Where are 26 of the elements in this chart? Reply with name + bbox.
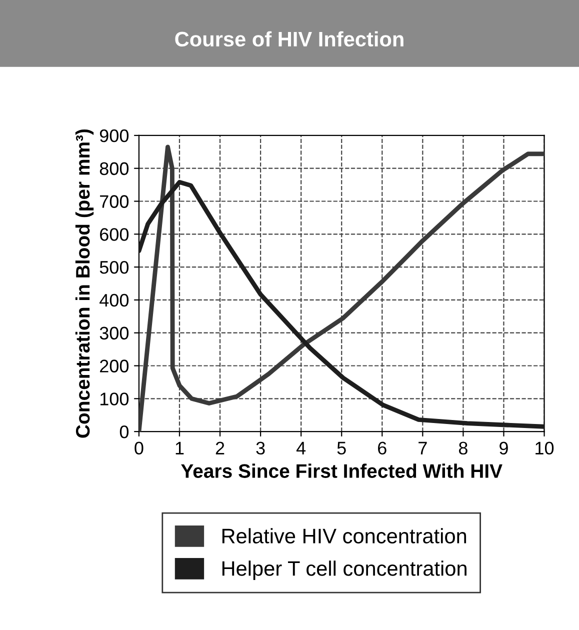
y-tick-label: 600: [100, 228, 129, 241]
y-axis-title: Concentration in Blood (per mm³): [75, 129, 94, 438]
x-tick-label: 3: [256, 442, 265, 455]
x-tick-label: 9: [500, 442, 508, 455]
x-tick-label: 5: [337, 442, 346, 455]
y-tick-label: 0: [120, 425, 129, 438]
legend-label: Relative HIV concentration: [222, 528, 466, 544]
x-tick-label: 4: [296, 442, 306, 454]
y-tick-label: 200: [100, 360, 129, 372]
x-tick-label: 1: [176, 442, 184, 454]
x-tick-label: 6: [378, 442, 386, 455]
y-tick-label: 300: [100, 326, 129, 340]
y-tick-label: 400: [100, 294, 129, 307]
y-tick-label: 500: [100, 260, 129, 274]
legend-label: Helper T cell concentration: [222, 560, 466, 580]
x-tick-label: 10: [536, 442, 554, 455]
x-axis-title: Years Since First Infected With HIV: [181, 464, 502, 478]
x-tick-label: 7: [418, 442, 427, 454]
chart-title: Course of HIV Infection: [175, 31, 404, 47]
x-tick-label: 8: [458, 442, 468, 455]
y-tick-label: 100: [100, 392, 129, 406]
y-tick-label: 700: [100, 195, 129, 208]
x-tick-label: 0: [134, 442, 144, 455]
x-tick-label: 2: [216, 442, 224, 454]
y-tick-label: 800: [100, 162, 129, 176]
y-tick-label: 900: [100, 129, 129, 142]
